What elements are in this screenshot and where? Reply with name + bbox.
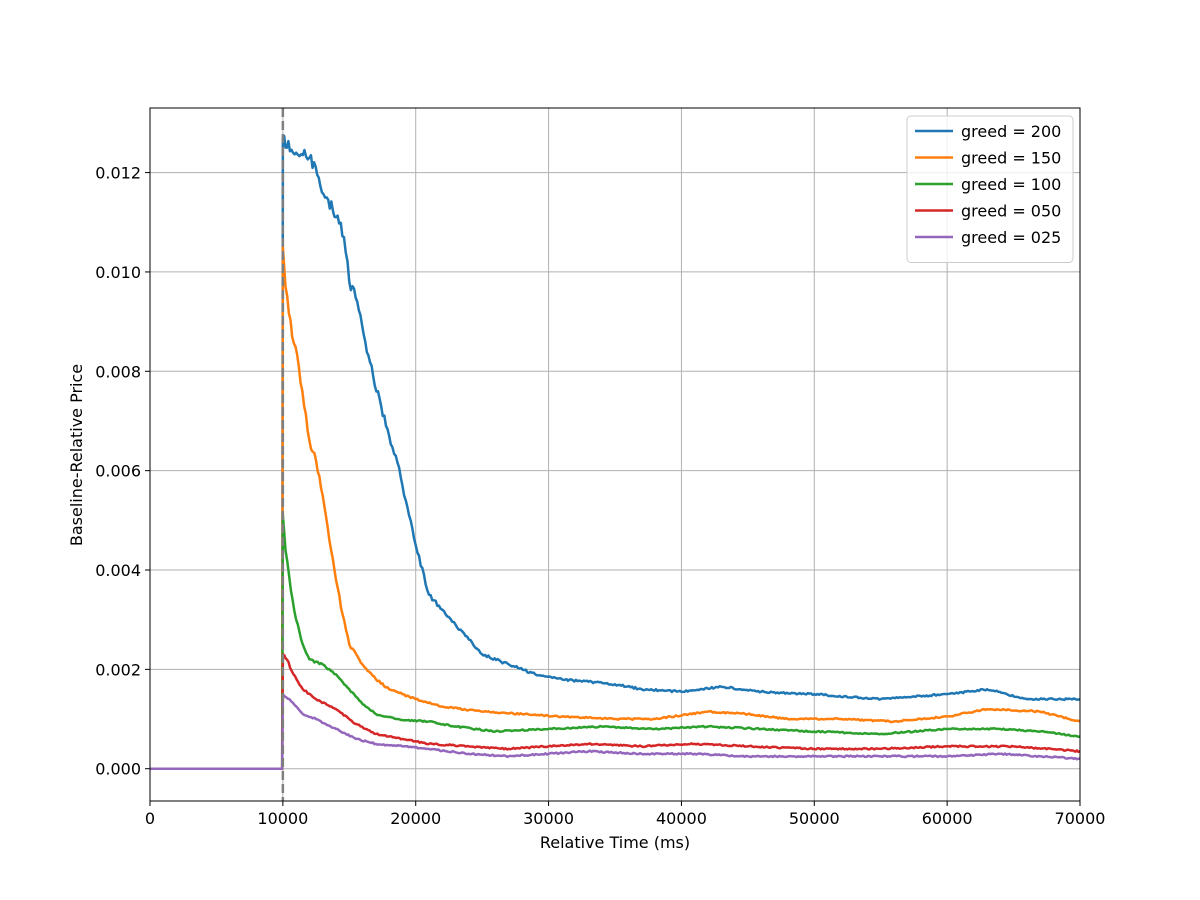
series-line-1 <box>150 245 1081 770</box>
y-tick-label: 0.002 <box>95 660 141 679</box>
series-group <box>150 134 1081 770</box>
y-tick-label: 0.008 <box>95 362 141 381</box>
x-axis: 0 10000 20000 30000 40000 50000 60000 70000 <box>145 801 1106 828</box>
legend-entry: greed = 200 <box>961 122 1061 141</box>
series-line-4 <box>150 692 1081 770</box>
legend-entry: greed = 100 <box>961 175 1061 194</box>
x-tick-label: 40000 <box>656 809 707 828</box>
y-tick-label: 0.010 <box>95 263 141 282</box>
legend-entry: greed = 150 <box>961 149 1061 168</box>
series-line-2 <box>150 514 1081 770</box>
x-tick-label: 30000 <box>523 809 574 828</box>
y-tick-label: 0.006 <box>95 462 141 481</box>
y-tick-label: 0.004 <box>95 561 141 580</box>
y-axis: 0.000 0.002 0.004 0.006 0.008 0.010 0.012 <box>95 164 150 779</box>
x-tick-label: 60000 <box>922 809 973 828</box>
legend-entry: greed = 025 <box>961 228 1061 247</box>
legend-box <box>906 115 1074 263</box>
series-line-0 <box>150 134 1081 770</box>
x-axis-label: Relative Time (ms) <box>540 833 690 852</box>
x-tick-label: 0 <box>145 809 155 828</box>
x-tick-label: 20000 <box>390 809 441 828</box>
x-tick-label: 10000 <box>257 809 308 828</box>
y-tick-label: 0.000 <box>95 760 141 779</box>
x-tick-label: 50000 <box>789 809 840 828</box>
y-axis-label: Baseline-Relative Price <box>67 364 86 546</box>
plot-frame <box>149 107 1081 802</box>
legend-entry: greed = 050 <box>961 202 1061 221</box>
legend: greed = 200 greed = 150 greed = 100 greed =… <box>906 115 1074 263</box>
y-tick-label: 0.012 <box>95 164 141 183</box>
series-line-3 <box>150 653 1081 770</box>
x-tick-label: 70000 <box>1055 809 1106 828</box>
